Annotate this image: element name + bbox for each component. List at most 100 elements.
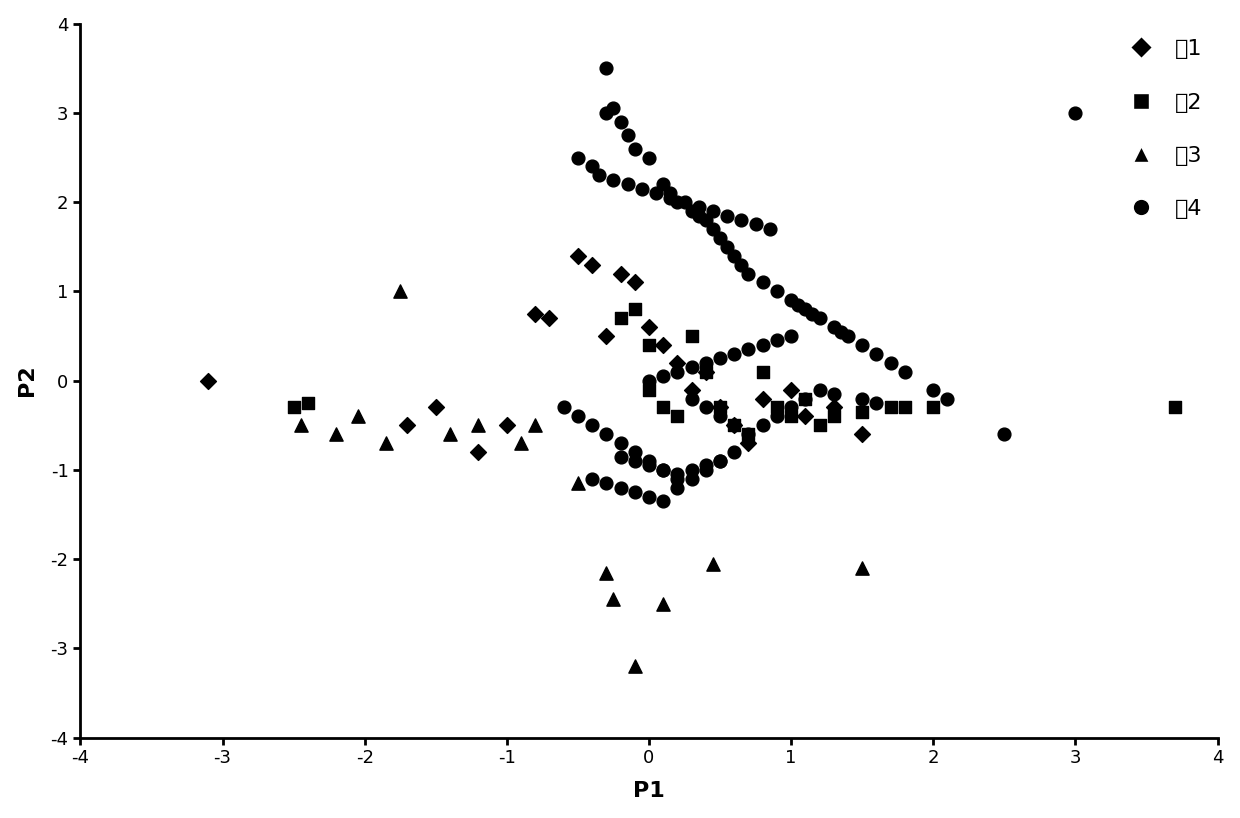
家2 — [852, 406, 872, 419]
家3 — [511, 437, 531, 450]
家1 — [596, 330, 616, 343]
家1 — [397, 419, 417, 432]
家4 — [852, 339, 872, 352]
家2 — [298, 397, 317, 410]
家4 — [937, 392, 957, 405]
家4 — [646, 187, 666, 200]
家4 — [768, 334, 787, 347]
家2 — [768, 401, 787, 414]
家4 — [994, 428, 1014, 441]
X-axis label: P1: P1 — [634, 781, 665, 802]
家4 — [696, 459, 715, 472]
家4 — [554, 401, 574, 414]
家4 — [753, 419, 773, 432]
家4 — [760, 222, 780, 236]
家4 — [639, 151, 658, 164]
家1 — [583, 258, 603, 272]
家4 — [696, 401, 715, 414]
家2 — [724, 419, 744, 432]
家4 — [583, 472, 603, 485]
家4 — [810, 383, 830, 396]
家1 — [653, 339, 673, 352]
家3 — [703, 557, 723, 570]
家2 — [753, 365, 773, 378]
家4 — [739, 428, 759, 441]
家4 — [604, 102, 624, 115]
家4 — [589, 169, 609, 182]
家4 — [895, 365, 915, 378]
家4 — [639, 455, 658, 468]
家4 — [823, 321, 843, 334]
家4 — [682, 472, 702, 485]
家3 — [653, 597, 673, 610]
家4 — [610, 481, 630, 494]
家3 — [347, 410, 367, 423]
家4 — [880, 357, 900, 370]
家4 — [732, 213, 751, 227]
家4 — [924, 383, 944, 396]
家4 — [653, 463, 673, 476]
家4 — [724, 446, 744, 459]
家4 — [795, 303, 815, 316]
家3 — [596, 566, 616, 579]
家4 — [688, 200, 708, 213]
家1 — [610, 267, 630, 280]
家4 — [604, 173, 624, 187]
家2 — [625, 303, 645, 316]
家1 — [795, 410, 815, 423]
家1 — [696, 365, 715, 378]
家4 — [568, 151, 588, 164]
家4 — [653, 370, 673, 383]
家1 — [739, 437, 759, 450]
家4 — [639, 490, 658, 503]
家2 — [284, 401, 304, 414]
家2 — [823, 410, 843, 423]
家4 — [739, 343, 759, 356]
家1 — [823, 401, 843, 414]
家4 — [810, 312, 830, 325]
家1 — [639, 321, 658, 334]
家4 — [711, 410, 730, 423]
家4 — [625, 142, 645, 155]
家4 — [781, 330, 801, 343]
家2 — [682, 330, 702, 343]
家2 — [639, 339, 658, 352]
家4 — [711, 231, 730, 245]
Y-axis label: P2: P2 — [16, 365, 37, 397]
家3 — [326, 428, 346, 441]
家4 — [838, 330, 858, 343]
家2 — [880, 401, 900, 414]
家4 — [867, 397, 887, 410]
家4 — [618, 128, 637, 142]
家4 — [724, 249, 744, 263]
家4 — [632, 182, 652, 196]
家1 — [781, 383, 801, 396]
家4 — [724, 348, 744, 361]
家2 — [924, 401, 944, 414]
家4 — [732, 258, 751, 272]
家1 — [469, 446, 489, 459]
家4 — [852, 392, 872, 405]
家3 — [391, 285, 410, 298]
家3 — [290, 419, 310, 432]
家4 — [717, 240, 737, 254]
家4 — [696, 463, 715, 476]
家4 — [802, 308, 822, 321]
家4 — [711, 455, 730, 468]
家4 — [795, 392, 815, 405]
家4 — [639, 459, 658, 472]
家2 — [810, 419, 830, 432]
家4 — [768, 410, 787, 423]
家3 — [440, 428, 460, 441]
家4 — [610, 450, 630, 463]
家1 — [425, 401, 445, 414]
家4 — [625, 455, 645, 468]
家3 — [526, 419, 546, 432]
家1 — [852, 428, 872, 441]
家4 — [703, 204, 723, 218]
家1 — [711, 401, 730, 414]
家3 — [625, 659, 645, 672]
家2 — [895, 401, 915, 414]
家4 — [688, 209, 708, 222]
家1 — [724, 419, 744, 432]
